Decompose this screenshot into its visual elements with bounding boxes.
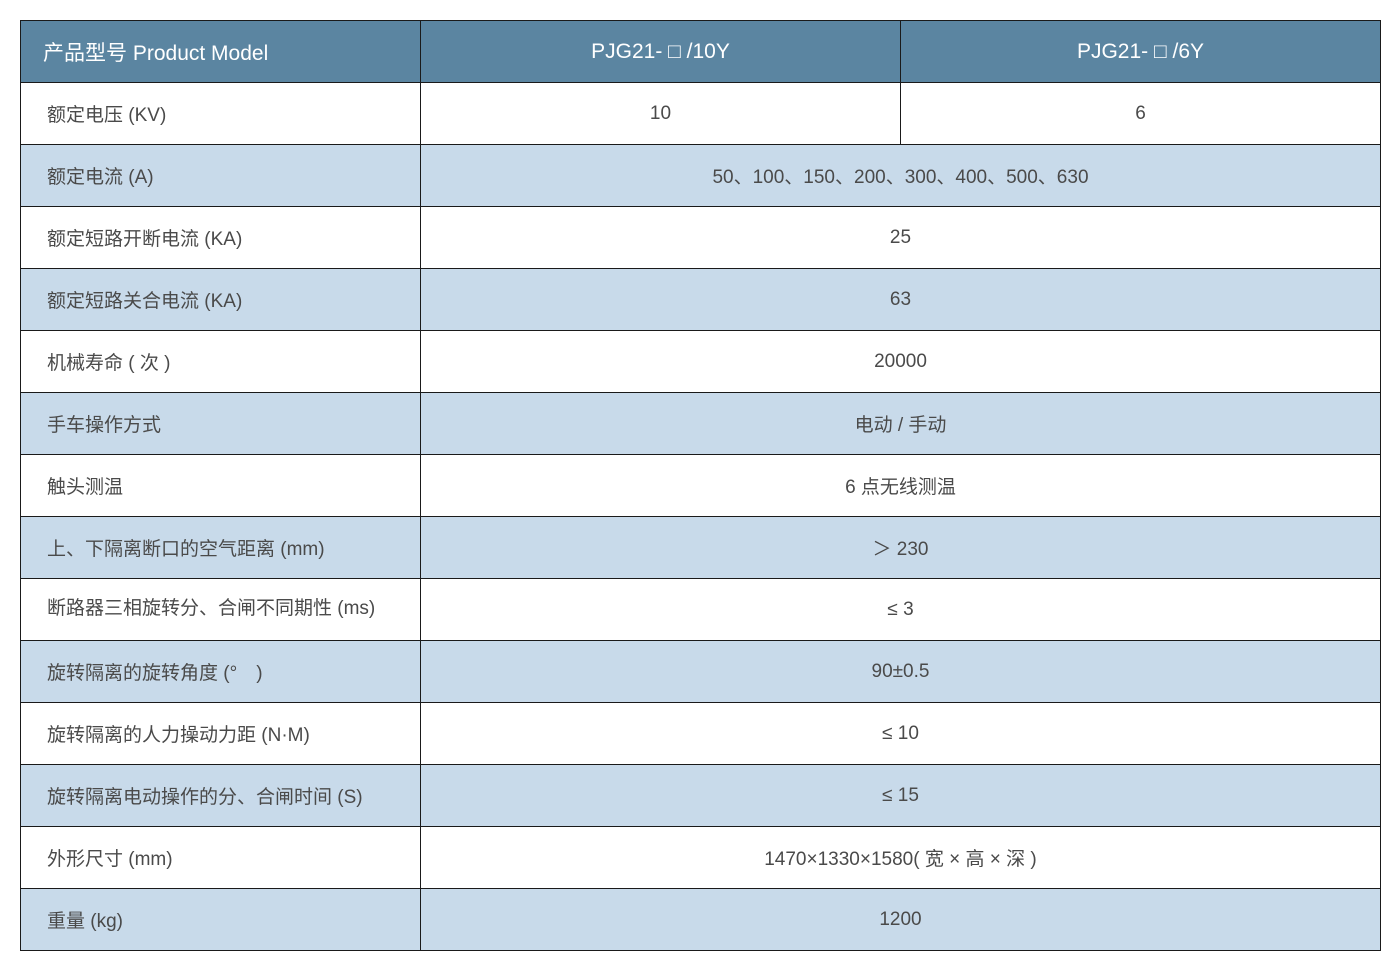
row-value: ＞ 230 <box>421 517 1381 579</box>
row-label: 触头测温 <box>21 455 421 517</box>
header-label: 产品型号 Product Model <box>21 21 421 83</box>
table-row: 额定电流 (A)50、100、150、200、300、400、500、630 <box>21 145 1381 207</box>
row-label: 手车操作方式 <box>21 393 421 455</box>
row-value-2: 6 <box>901 83 1381 145</box>
table-row: 上、下隔离断口的空气距离 (mm)＞ 230 <box>21 517 1381 579</box>
table-row: 额定短路开断电流 (KA)25 <box>21 207 1381 269</box>
row-label: 额定电流 (A) <box>21 145 421 207</box>
row-value-1: 10 <box>421 83 901 145</box>
row-value: ≤ 15 <box>421 765 1381 827</box>
row-value: 63 <box>421 269 1381 331</box>
row-value: ≤ 3 <box>421 579 1381 641</box>
table-row: 断路器三相旋转分、合闸不同期性 (ms)≤ 3 <box>21 579 1381 641</box>
table-body: 额定电压 (KV)106额定电流 (A)50、100、150、200、300、4… <box>21 83 1381 951</box>
row-value: 6 点无线测温 <box>421 455 1381 517</box>
table-row: 触头测温6 点无线测温 <box>21 455 1381 517</box>
table-row: 旋转隔离的人力操动力距 (N·M)≤ 10 <box>21 703 1381 765</box>
row-label: 旋转隔离的旋转角度 (° ) <box>21 641 421 703</box>
row-value: ≤ 10 <box>421 703 1381 765</box>
row-label: 旋转隔离的人力操动力距 (N·M) <box>21 703 421 765</box>
row-label: 重量 (kg) <box>21 889 421 951</box>
row-value: 20000 <box>421 331 1381 393</box>
row-value: 电动 / 手动 <box>421 393 1381 455</box>
row-label: 额定短路开断电流 (KA) <box>21 207 421 269</box>
table-row: 额定电压 (KV)106 <box>21 83 1381 145</box>
table-row: 重量 (kg)1200 <box>21 889 1381 951</box>
row-value: 25 <box>421 207 1381 269</box>
table-header-row: 产品型号 Product Model PJG21- □ /10Y PJG21- … <box>21 21 1381 83</box>
product-spec-table: 产品型号 Product Model PJG21- □ /10Y PJG21- … <box>20 20 1381 951</box>
table-row: 机械寿命 ( 次 )20000 <box>21 331 1381 393</box>
row-label: 额定短路关合电流 (KA) <box>21 269 421 331</box>
row-value: 90±0.5 <box>421 641 1381 703</box>
row-label: 旋转隔离电动操作的分、合闸时间 (S) <box>21 765 421 827</box>
header-model-2: PJG21- □ /6Y <box>901 21 1381 83</box>
row-label: 上、下隔离断口的空气距离 (mm) <box>21 517 421 579</box>
table-row: 旋转隔离电动操作的分、合闸时间 (S)≤ 15 <box>21 765 1381 827</box>
table-row: 额定短路关合电流 (KA)63 <box>21 269 1381 331</box>
header-model-1: PJG21- □ /10Y <box>421 21 901 83</box>
row-label: 机械寿命 ( 次 ) <box>21 331 421 393</box>
row-value: 50、100、150、200、300、400、500、630 <box>421 145 1381 207</box>
row-value: 1470×1330×1580( 宽 × 高 × 深 ) <box>421 827 1381 889</box>
row-label: 断路器三相旋转分、合闸不同期性 (ms) <box>21 579 421 641</box>
row-label: 额定电压 (KV) <box>21 83 421 145</box>
row-value: 1200 <box>421 889 1381 951</box>
table-row: 手车操作方式电动 / 手动 <box>21 393 1381 455</box>
row-label: 外形尺寸 (mm) <box>21 827 421 889</box>
table-row: 旋转隔离的旋转角度 (° )90±0.5 <box>21 641 1381 703</box>
table-row: 外形尺寸 (mm)1470×1330×1580( 宽 × 高 × 深 ) <box>21 827 1381 889</box>
